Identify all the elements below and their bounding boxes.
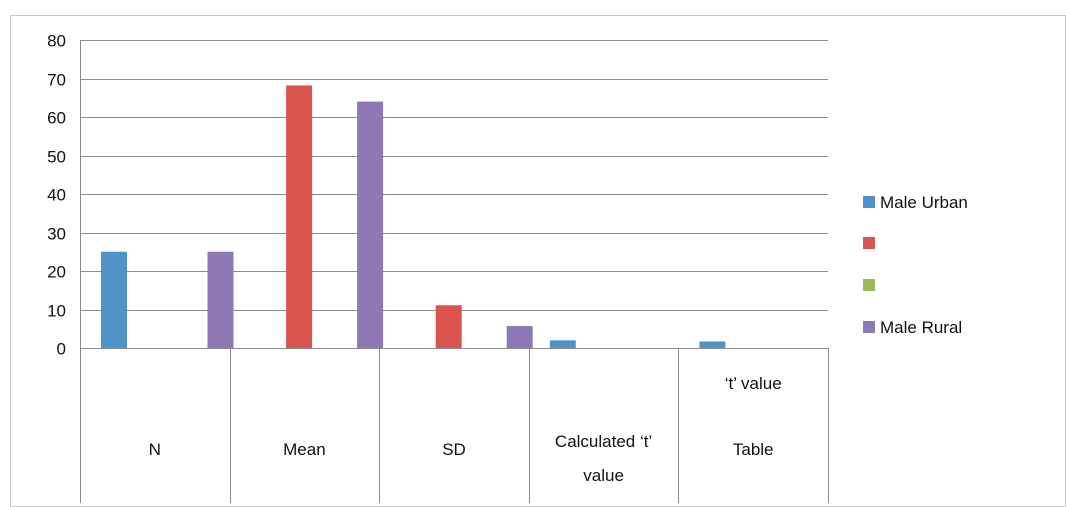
category-label: Mean	[283, 440, 326, 459]
bar	[101, 251, 127, 348]
bar	[207, 251, 234, 348]
y-tick-label: 70	[47, 71, 66, 90]
y-tick-label: 40	[47, 186, 66, 205]
bars	[101, 85, 726, 349]
axes	[80, 40, 829, 503]
bar	[506, 326, 533, 348]
bar	[286, 85, 313, 349]
category-label: SD	[442, 440, 466, 459]
legend-swatch	[863, 321, 875, 333]
legend: Male Urban Male Rural	[863, 193, 968, 337]
bar	[357, 101, 384, 348]
category-label: N	[149, 440, 161, 459]
y-tick-label: 10	[47, 302, 66, 321]
y-tick-label: 20	[47, 263, 66, 282]
gridlines	[80, 40, 828, 311]
y-tick-label: 30	[47, 225, 66, 244]
legend-label: Male Rural	[880, 318, 962, 337]
category-label: ‘t’ value	[725, 374, 782, 393]
y-tick-label: 50	[47, 148, 66, 167]
category-label: Table	[733, 440, 774, 459]
bar	[699, 341, 726, 348]
legend-label: Male Urban	[880, 193, 968, 212]
category-label: value	[583, 466, 624, 485]
y-tick-label: 60	[47, 109, 66, 128]
bar	[549, 340, 576, 348]
y-tick-label: 0	[57, 340, 66, 359]
y-tick-label: 80	[47, 32, 66, 51]
chart-border	[10, 15, 1066, 507]
category-label: Calculated ‘t’	[555, 432, 652, 451]
legend-swatch	[863, 279, 875, 291]
axis-labels: 0 10 20 30 40 50 60 70 80 N Mean SD Calculated ‘t’ va…	[47, 32, 782, 486]
legend-swatch	[863, 237, 875, 249]
legend-swatch	[863, 196, 875, 208]
bar	[435, 305, 462, 348]
